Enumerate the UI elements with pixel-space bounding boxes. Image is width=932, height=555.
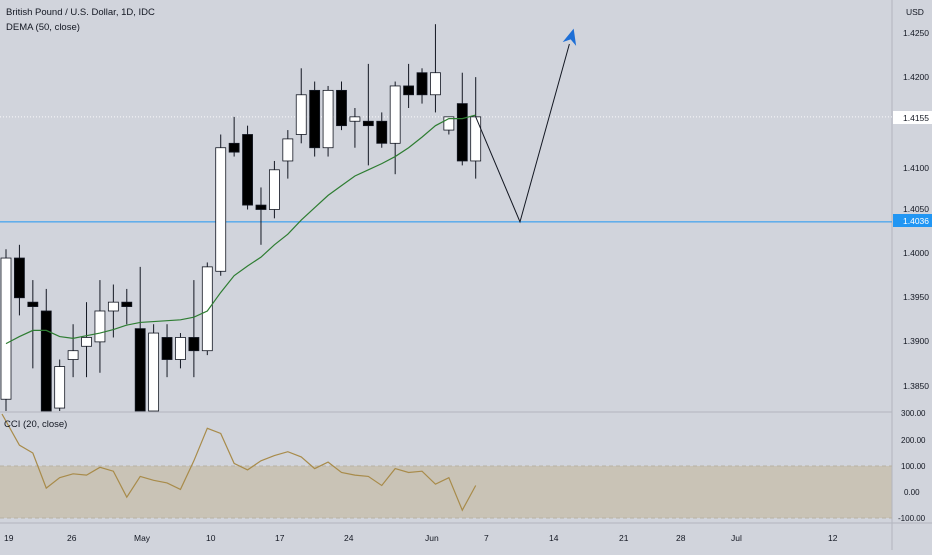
currency-label: USD	[906, 7, 924, 17]
candle-down[interactable]	[40, 310, 52, 412]
candle-up[interactable]	[81, 337, 92, 347]
cci-tick: 300.00	[901, 409, 926, 418]
time-tick: May	[134, 533, 151, 543]
cci-tick: 100.00	[901, 462, 926, 471]
candle-up[interactable]	[54, 366, 66, 409]
cci-tick: 0.00	[904, 488, 920, 497]
current-price-label: 1.4155	[903, 113, 929, 123]
cci-line	[1, 413, 477, 512]
candle-up[interactable]	[322, 89, 334, 149]
candle-up[interactable]	[201, 266, 213, 352]
cci-band	[0, 466, 892, 518]
time-tick: 19	[4, 533, 14, 543]
candle-down[interactable]	[403, 85, 415, 96]
cci-tick: -100.00	[898, 514, 926, 523]
candle-up[interactable]	[282, 138, 294, 162]
candle-down[interactable]	[161, 337, 173, 360]
price-tick: 1.4050	[903, 204, 929, 214]
time-tick: 26	[67, 533, 77, 543]
candle-down[interactable]	[188, 337, 200, 352]
time-tick: 10	[206, 533, 216, 543]
arrow-up-icon[interactable]	[562, 28, 577, 46]
candle-down[interactable]	[242, 134, 253, 206]
time-tick: Jun	[425, 533, 439, 543]
price-scale-panel[interactable]	[892, 0, 932, 550]
candle-down[interactable]	[362, 120, 374, 127]
candle-up[interactable]	[148, 332, 160, 412]
candle-down[interactable]	[27, 301, 39, 307]
candle-up[interactable]	[0, 257, 12, 400]
candle-down[interactable]	[456, 103, 468, 162]
candle-up[interactable]	[443, 116, 455, 131]
candle-down[interactable]	[14, 257, 25, 299]
price-tick: 1.3950	[903, 292, 929, 302]
candle-down[interactable]	[121, 301, 133, 307]
time-tick: 12	[828, 533, 838, 543]
candle-up[interactable]	[470, 116, 482, 162]
candle-up[interactable]	[94, 310, 106, 343]
candle-up[interactable]	[349, 116, 361, 122]
price-tick: 1.3850	[903, 381, 929, 391]
price-tick: 1.4250	[903, 28, 929, 38]
candle-down[interactable]	[228, 142, 240, 153]
time-tick: 7	[484, 533, 489, 543]
price-tick: 1.4100	[903, 163, 929, 173]
symbol-title: British Pound / U.S. Dollar, 1D, IDC	[6, 7, 155, 18]
level-price-badge	[893, 214, 932, 227]
time-tick: 21	[619, 533, 629, 543]
candle-up[interactable]	[67, 350, 79, 360]
price-tick: 1.4000	[903, 248, 929, 258]
time-tick: 14	[549, 533, 559, 543]
cci-title: CCI (20, close)	[4, 419, 67, 430]
candle-down[interactable]	[134, 328, 146, 412]
price-tick: 1.3900	[903, 336, 929, 346]
candle-up[interactable]	[175, 337, 186, 360]
level-price-label: 1.4036	[903, 216, 929, 226]
candle-bodies	[0, 72, 482, 412]
time-tick: 28	[676, 533, 686, 543]
candle-down[interactable]	[309, 89, 321, 149]
candle-down[interactable]	[416, 72, 428, 96]
candle-up[interactable]	[268, 169, 280, 210]
time-tick: Jul	[731, 533, 742, 543]
candle-down[interactable]	[336, 89, 347, 127]
price-tick: 1.4200	[903, 72, 929, 82]
candle-up[interactable]	[430, 72, 441, 96]
time-tick: 24	[344, 533, 354, 543]
candle-up[interactable]	[215, 147, 227, 272]
candle-up[interactable]	[107, 301, 119, 312]
cci-tick: 200.00	[901, 436, 926, 445]
current-price-badge	[893, 111, 932, 124]
indicator-title: DEMA (50, close)	[6, 22, 80, 33]
dema-line	[5, 114, 476, 345]
candle-down[interactable]	[255, 204, 267, 210]
candle-down[interactable]	[376, 120, 388, 144]
time-tick: 17	[275, 533, 285, 543]
projection-line[interactable]	[475, 43, 570, 224]
candle-up[interactable]	[295, 94, 307, 135]
candle-up[interactable]	[389, 85, 401, 144]
